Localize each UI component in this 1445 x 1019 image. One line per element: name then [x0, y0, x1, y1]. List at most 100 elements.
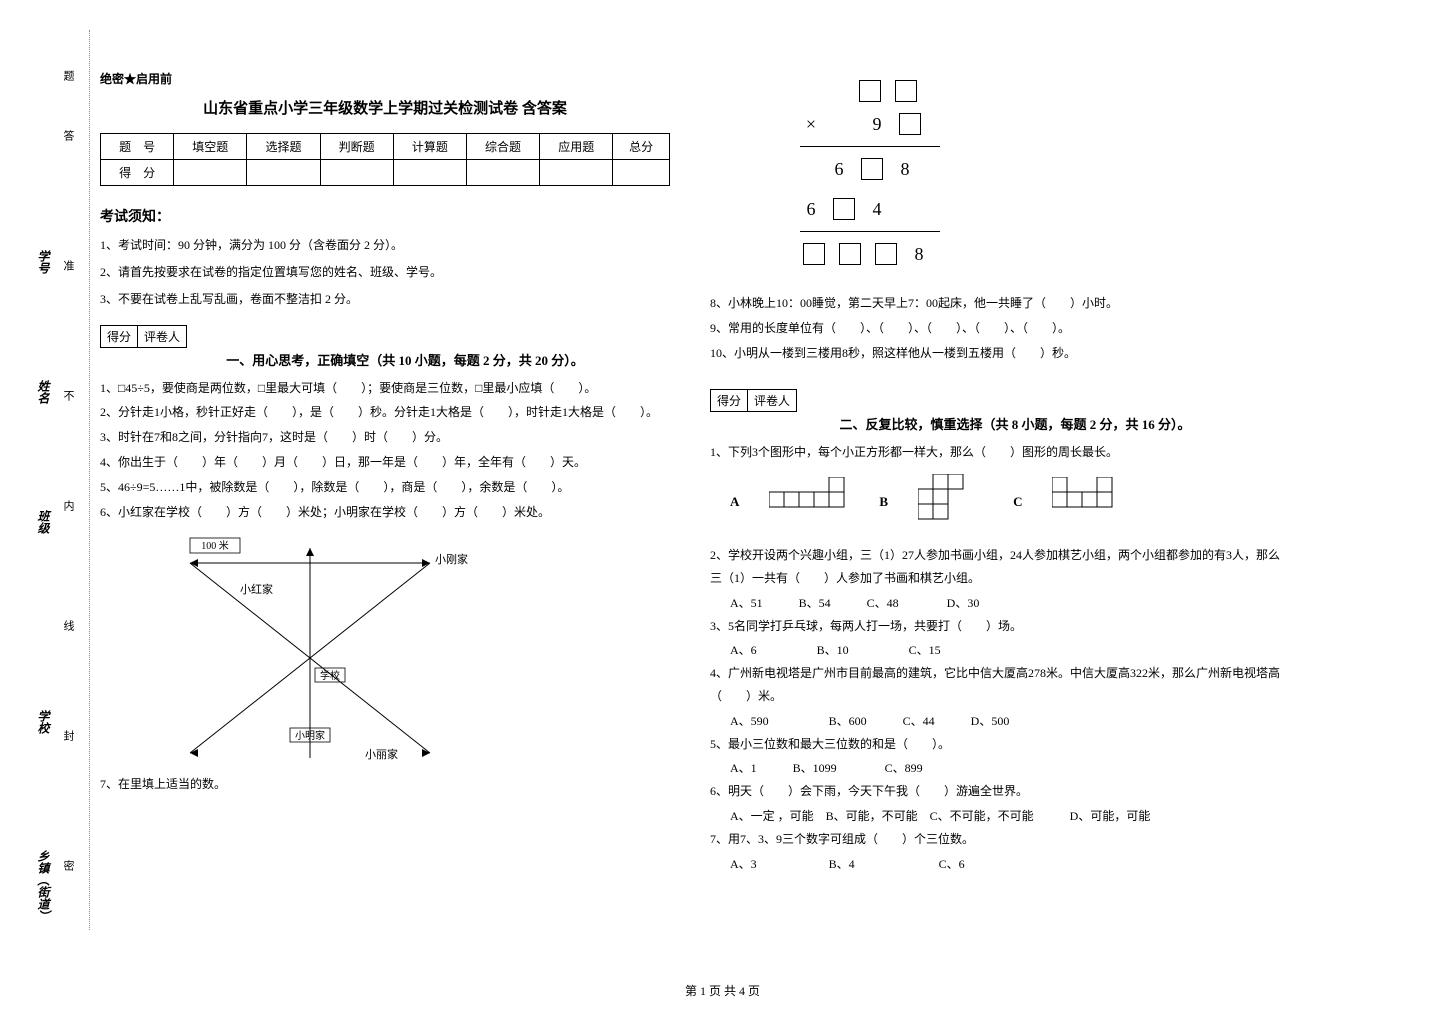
- grader-score: 得分: [711, 390, 748, 411]
- binding-da: 答: [60, 130, 76, 141]
- mult-digit: 9: [866, 106, 888, 142]
- blank-box: [899, 113, 921, 135]
- score-cell: [466, 160, 539, 186]
- section2-title: 二、反复比较，慎重选择（共 8 小题，每题 2 分，共 16 分）。: [750, 414, 1280, 433]
- s2-q1: 1、下列3个图形中，每个小正方形都一样大，那么（ ）图形的周长最长。: [710, 441, 1280, 464]
- s2-q7: 7、用7、3、9三个数字可组成（ ）个三位数。: [710, 828, 1280, 851]
- s2-q4: 4、广州新电视塔是广州市目前最高的建筑，它比中信大厦高278米。中信大厦高322…: [710, 662, 1280, 708]
- score-th: 题 号: [101, 134, 174, 160]
- s1-q8: 8、小林晚上10：00睡觉，第二天早上7：00起床，他一共睡了（ ）小时。: [710, 292, 1280, 315]
- shape-c: [1052, 477, 1117, 527]
- secret-label: 绝密★启用前: [100, 70, 670, 87]
- mult-digit: 4: [866, 191, 888, 227]
- binding-id: 学号: [35, 250, 52, 274]
- notice-item: 2、请首先按要求在试卷的指定位置填写您的姓名、班级、学号。: [100, 263, 670, 282]
- binding-class: 班级: [35, 510, 52, 534]
- score-table: 题 号 填空题 选择题 判断题 计算题 综合题 应用题 总分 得 分: [100, 133, 670, 186]
- section1-title: 一、用心思考，正确填空（共 10 小题，每题 2 分，共 20 分）。: [140, 350, 670, 369]
- left-column: 绝密★启用前 山东省重点小学三年级数学上学期过关检测试卷 含答案 题 号 填空题…: [100, 20, 670, 875]
- score-cell: [540, 160, 613, 186]
- mult-digit: 6: [828, 151, 850, 187]
- score-th: 判断题: [320, 134, 393, 160]
- notice-item: 1、考试时间：90 分钟，满分为 100 分（含卷面分 2 分）。: [100, 236, 670, 255]
- right-column: × 9 6 8 6 4 8 8、: [710, 20, 1280, 875]
- shape-a: [769, 477, 849, 527]
- s2-q2: 2、学校开设两个兴趣小组，三（1）27人参加书画小组，24人参加棋艺小组，两个小…: [710, 544, 1280, 590]
- s2-q3: 3、5名同学打乒乓球，每两人打一场，共要打（ ）场。: [710, 615, 1280, 638]
- grader-reviewer: 评卷人: [748, 390, 796, 411]
- binding-ti: 题: [60, 70, 76, 81]
- node-xiaogang: 小刚家: [435, 552, 468, 566]
- grader-box: 得分 评卷人: [100, 325, 187, 348]
- hr-line: [800, 146, 940, 147]
- s1-q3: 3、时针在7和8之间，分针指向7，这时是（ ）时（ ）分。: [100, 426, 670, 449]
- binding-no: 不: [60, 390, 76, 401]
- mult-digit: 8: [894, 151, 916, 187]
- shape-a-label: A: [730, 494, 739, 510]
- score-th: 综合题: [466, 134, 539, 160]
- section2-header: 得分 评卷人: [710, 389, 1280, 412]
- blank-box: [875, 243, 897, 265]
- node-xiaoli: 小丽家: [365, 747, 398, 761]
- s1-q2: 2、分针走1小格，秒针正好走（ ），是（ ）秒。分针走1大格是（ ），时针走1大…: [100, 401, 670, 424]
- binding-name: 姓名: [35, 380, 52, 404]
- s2-q6-opt: A、一定 ，可能 B、可能，不可能 C、不可能，不可能 D、可能，可能: [710, 805, 1280, 828]
- blank-box: [803, 243, 825, 265]
- blank-box: [859, 80, 881, 102]
- blank-box: [895, 80, 917, 102]
- shapes-row: A B C: [730, 474, 1280, 529]
- binding-line: 线: [60, 620, 76, 631]
- shape-b: [918, 474, 983, 529]
- blank-box: [833, 198, 855, 220]
- node-school: 学校: [320, 669, 340, 682]
- section1-header: 得分 评卷人: [100, 325, 670, 348]
- s2-q5: 5、最小三位数和最大三位数的和是（ ）。: [710, 733, 1280, 756]
- s2-q4-opt: A、590 B、600 C、44 D、500: [710, 710, 1280, 733]
- score-cell: [247, 160, 320, 186]
- score-cell: [174, 160, 247, 186]
- score-th: 总分: [613, 134, 670, 160]
- binding-seal: 封: [60, 730, 76, 741]
- hr-line: [800, 231, 940, 232]
- page-content: 绝密★启用前 山东省重点小学三年级数学上学期过关检测试卷 含答案 题 号 填空题…: [100, 20, 1420, 875]
- s1-q9: 9、常用的长度单位有（ ）、（ ）、（ ）、（ ）、（ ）。: [710, 317, 1280, 340]
- node-xiaohong: 小红家: [240, 582, 273, 596]
- blank-box: [839, 243, 861, 265]
- binding-inner: 内: [60, 500, 76, 511]
- s2-q3-opt: A、6 B、10 C、15: [710, 639, 1280, 662]
- multiplication-problem: × 9 6 8 6 4 8: [800, 80, 1280, 272]
- mult-digit: 8: [908, 236, 930, 272]
- mult-sign: ×: [800, 106, 822, 142]
- binding-strip: 乡镇（街道） 学校 班级 姓名 学号 密 封 线 内 不 准 答 题: [30, 30, 90, 930]
- s1-q6: 6、小红家在学校（ ）方（ ）米处；小明家在学校（ ）方（ ）米处。: [100, 501, 670, 524]
- s1-q5: 5、46÷9=5……1中，被除数是（ ），除数是（ ），商是（ ），余数是（ ）…: [100, 476, 670, 499]
- s1-q7: 7、在里填上适当的数。: [100, 773, 670, 796]
- s1-q4: 4、你出生于（ ）年（ ）月（ ）日，那一年是（ ）年，全年有（ ）天。: [100, 451, 670, 474]
- score-cell: [393, 160, 466, 186]
- binding-school: 学校: [35, 710, 52, 734]
- score-th: 应用题: [540, 134, 613, 160]
- mult-digit: 6: [800, 191, 822, 227]
- score-th: 计算题: [393, 134, 466, 160]
- notice-item: 3、不要在试卷上乱写乱画，卷面不整洁扣 2 分。: [100, 290, 670, 309]
- binding-township: 乡镇（街道）: [35, 850, 52, 922]
- grader-score: 得分: [101, 326, 138, 347]
- node-xiaoming: 小明家: [295, 729, 325, 742]
- notice-title: 考试须知：: [100, 206, 670, 226]
- s1-q10: 10、小明从一楼到三楼用8秒，照这样他从一楼到五楼用（ ）秒。: [710, 342, 1280, 365]
- grader-box: 得分 评卷人: [710, 389, 797, 412]
- s2-q5-opt: A、1 B、1099 C、899: [710, 757, 1280, 780]
- scale-label: 100 米: [201, 539, 229, 552]
- score-th: 填空题: [174, 134, 247, 160]
- binding-zhun: 准: [60, 260, 76, 271]
- exam-title: 山东省重点小学三年级数学上学期过关检测试卷 含答案: [100, 97, 670, 118]
- shape-b-label: B: [879, 494, 888, 510]
- binding-mi: 密: [60, 860, 76, 871]
- s2-q7-opt: A、3 B、4 C、6: [710, 853, 1280, 876]
- score-cell: [613, 160, 670, 186]
- s2-q6: 6、明天（ ）会下雨，今天下午我（ ）游遍全世界。: [710, 780, 1280, 803]
- page-footer: 第 1 页 共 4 页: [0, 982, 1445, 999]
- grader-reviewer: 评卷人: [138, 326, 186, 347]
- blank-box: [861, 158, 883, 180]
- shape-c-label: C: [1013, 494, 1022, 510]
